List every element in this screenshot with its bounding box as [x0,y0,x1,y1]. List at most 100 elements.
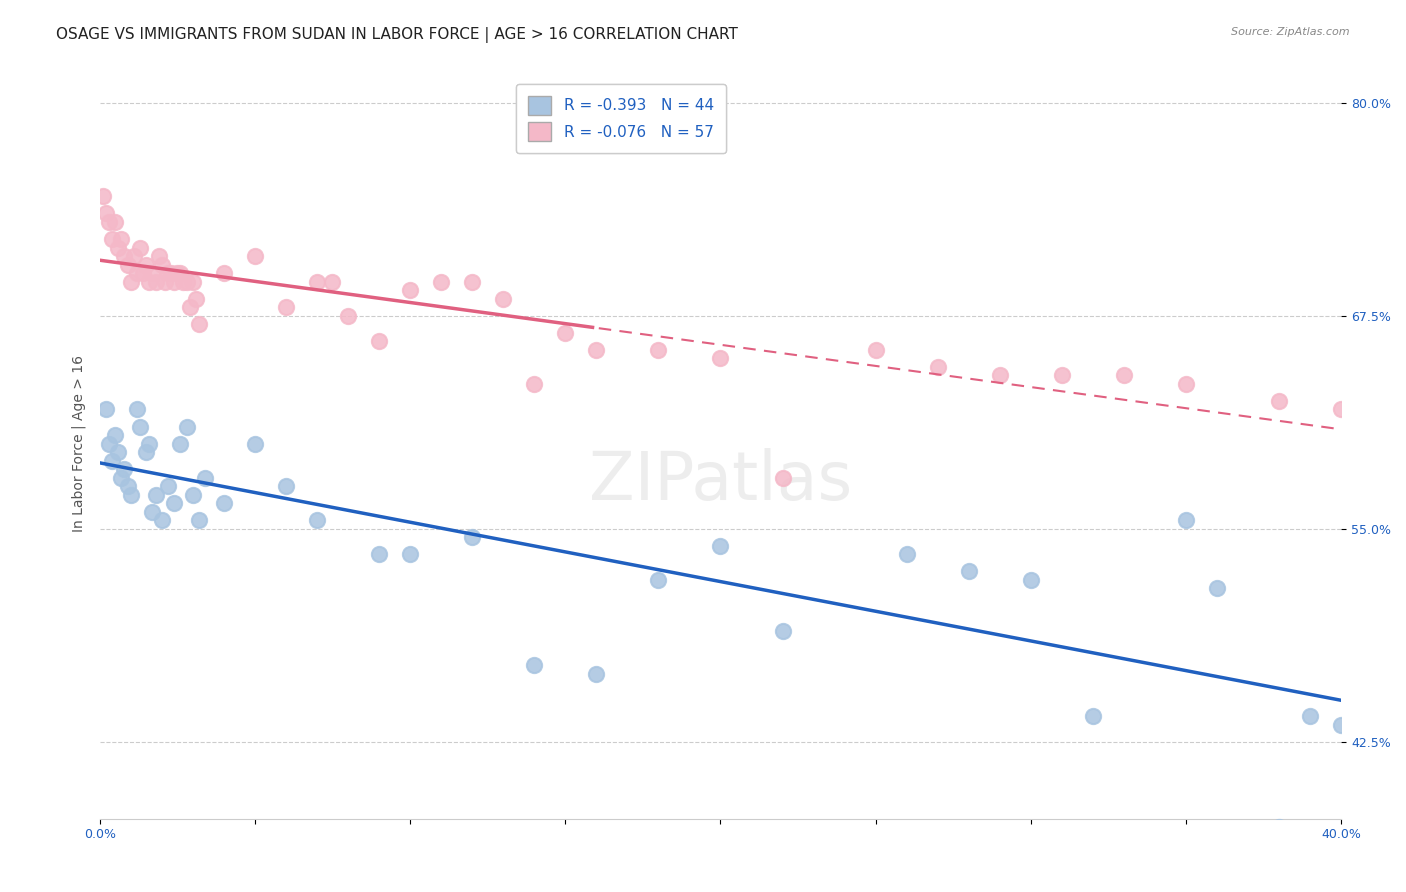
Point [184,292,207,306]
Point [132,266,155,280]
Point [145,488,167,502]
Point [709,539,731,553]
Point [461,530,484,544]
Point [145,275,167,289]
Point [1175,513,1198,527]
Point [399,283,422,297]
Point [274,300,297,314]
Point [321,275,343,289]
Y-axis label: In Labor Force | Age > 16: In Labor Force | Age > 16 [72,355,86,532]
Point [1175,376,1198,391]
Point [188,317,211,331]
Point [94,402,117,417]
Point [181,275,204,289]
Point [772,624,794,638]
Legend: R = -0.393   N = 44, R = -0.076   N = 57: R = -0.393 N = 44, R = -0.076 N = 57 [516,84,725,153]
Point [647,573,669,587]
Point [153,275,176,289]
Point [461,275,484,289]
Point [148,249,170,263]
Point [1330,402,1353,417]
Point [368,547,391,561]
Point [104,215,127,229]
Point [188,513,211,527]
Point [243,249,266,263]
Point [865,343,887,357]
Point [523,376,546,391]
Point [169,436,191,450]
Point [91,189,114,203]
Point [181,488,204,502]
Point [1268,393,1291,408]
Point [492,292,515,306]
Point [957,565,980,579]
Point [160,266,183,280]
Point [117,479,139,493]
Point [150,513,173,527]
Point [772,470,794,484]
Point [97,436,120,450]
Point [129,240,152,254]
Point [927,359,949,374]
Point [176,419,198,434]
Point [110,470,132,484]
Point [120,275,142,289]
Point [709,351,731,366]
Point [172,275,194,289]
Point [243,436,266,450]
Point [336,309,359,323]
Point [117,258,139,272]
Point [150,258,173,272]
Point [120,488,142,502]
Point [399,547,422,561]
Point [169,266,191,280]
Point [585,343,607,357]
Point [156,266,179,280]
Point [896,547,918,561]
Point [1050,368,1073,383]
Point [305,275,328,289]
Point [176,275,198,289]
Point [523,658,546,673]
Point [212,496,235,510]
Point [141,266,163,280]
Point [194,470,217,484]
Point [129,419,152,434]
Point [368,334,391,349]
Point [988,368,1011,383]
Point [125,266,148,280]
Point [179,300,201,314]
Point [107,240,129,254]
Point [163,496,186,510]
Text: Source: ZipAtlas.com: Source: ZipAtlas.com [1232,27,1350,37]
Text: OSAGE VS IMMIGRANTS FROM SUDAN IN LABOR FORCE | AGE > 16 CORRELATION CHART: OSAGE VS IMMIGRANTS FROM SUDAN IN LABOR … [56,27,738,43]
Point [122,249,145,263]
Point [305,513,328,527]
Point [141,505,163,519]
Point [585,666,607,681]
Point [166,266,188,280]
Point [94,206,117,220]
Point [1330,718,1353,732]
Point [647,343,669,357]
Point [107,445,129,459]
Point [110,232,132,246]
Point [125,402,148,417]
Point [135,258,157,272]
Point [554,326,576,340]
Point [212,266,235,280]
Point [1112,368,1135,383]
Point [1299,709,1322,723]
Point [97,215,120,229]
Point [156,479,179,493]
Point [114,462,136,476]
Point [163,275,186,289]
Point [114,249,136,263]
Point [138,436,160,450]
Point [274,479,297,493]
Point [430,275,453,289]
Point [1268,820,1291,834]
Point [101,453,124,467]
Point [1019,573,1042,587]
Point [1206,582,1229,596]
